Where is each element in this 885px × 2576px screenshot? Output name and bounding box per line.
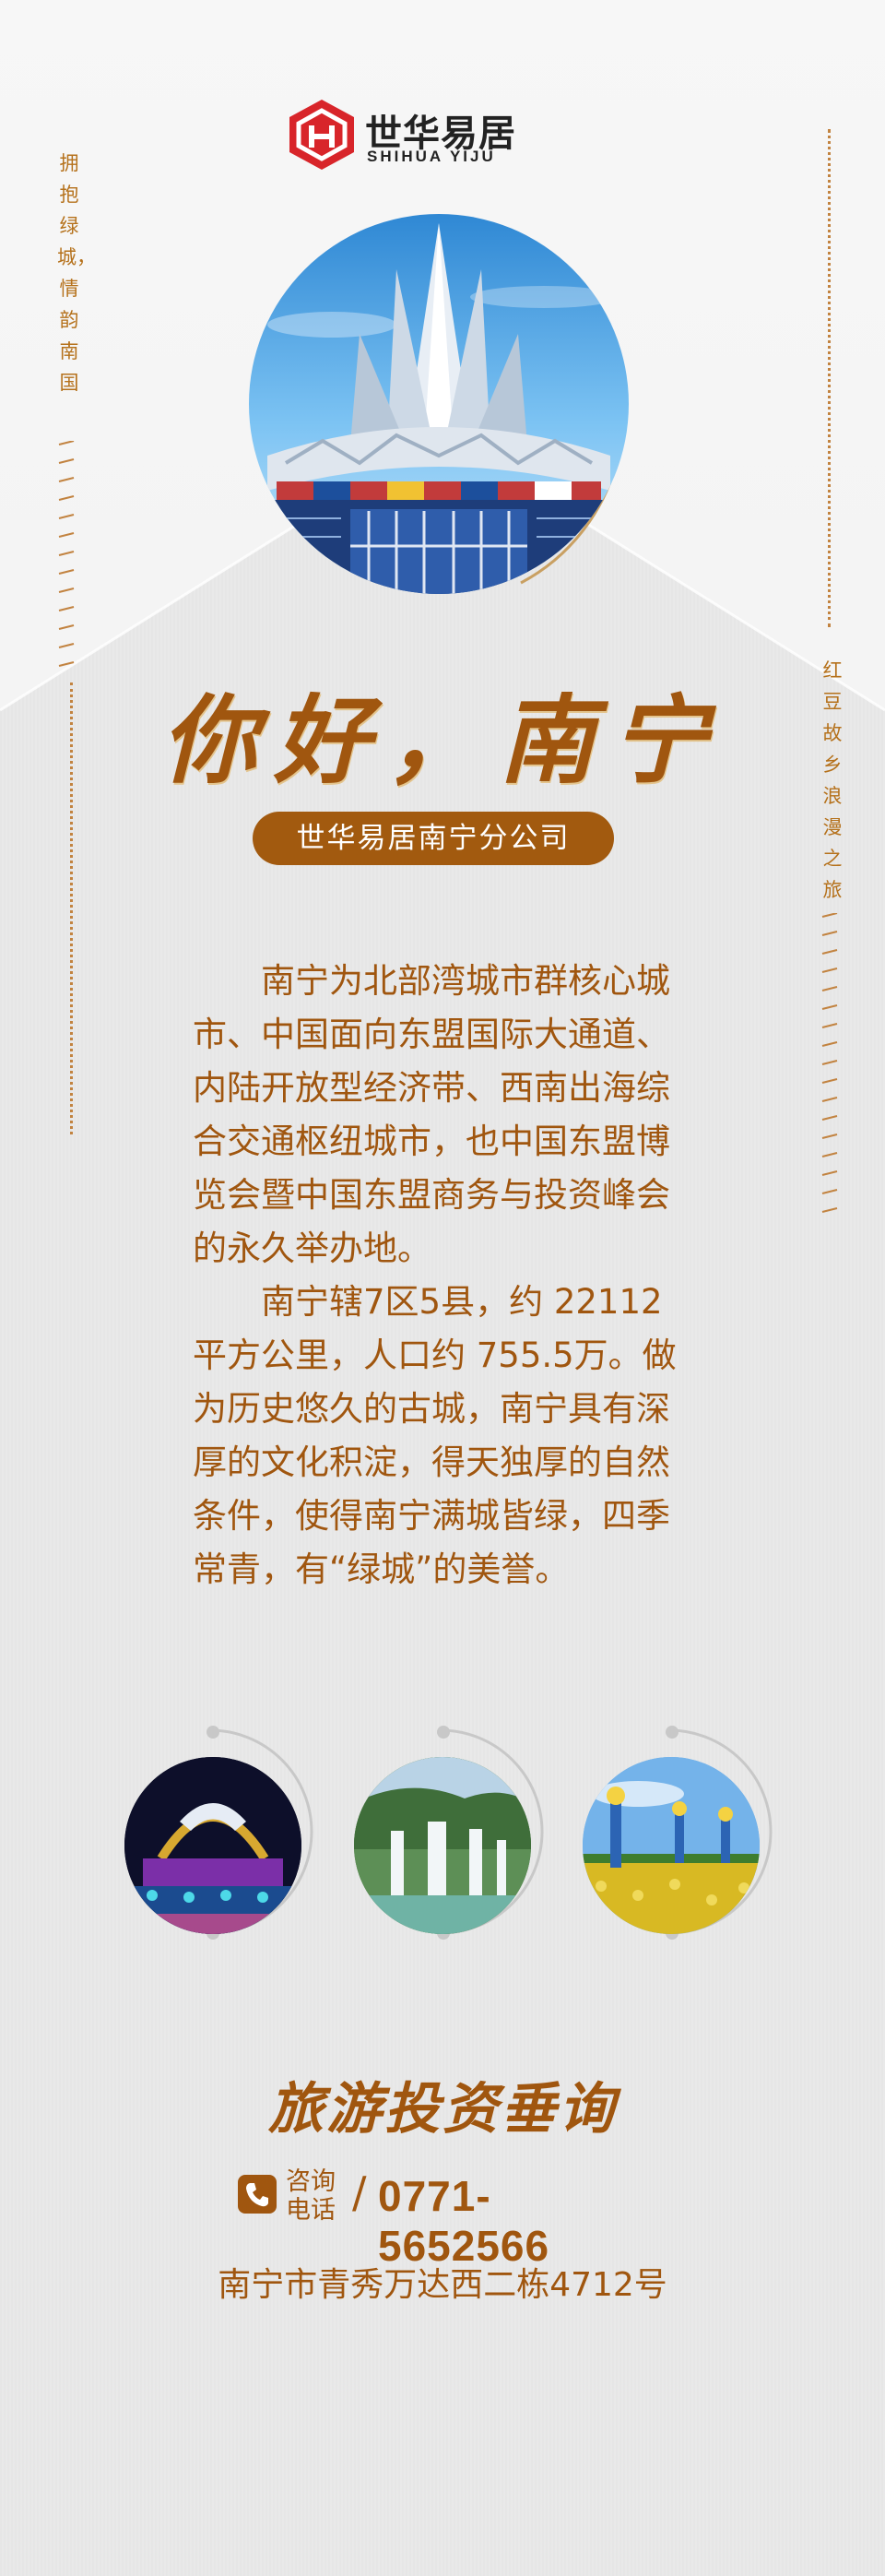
- side-dash-right: [821, 913, 838, 1213]
- convention-center-illustration: [258, 223, 620, 594]
- phone-label: 咨询电话: [286, 2167, 336, 2225]
- flower-field-illustration: [583, 1757, 760, 1934]
- intro-paragraph-1: 南宁为北部湾城市群核心城市、中国面向东盟国际大通道、内陆开放型经济带、西南出海综…: [193, 961, 670, 1268]
- subtitle-text: 世华易居南宁分公司: [296, 822, 571, 855]
- side-text-right: 红豆故乡浪漫之旅: [822, 659, 843, 901]
- intro-paragraph-2: 南宁辖7区5县，约 22112 平方公里，人口约 755.5万。做为历史悠久的古…: [193, 1282, 677, 1589]
- contact-phone[interactable]: 咨询电话 / 0771-5652566: [238, 2167, 662, 2270]
- gallery-image-1: [124, 1757, 301, 1934]
- hero-image: [249, 214, 629, 594]
- logo-mark-icon: [289, 100, 354, 170]
- address-text: 南宁市青秀万达西二栋4712号: [218, 2266, 667, 2304]
- side-text-left: 拥抱绿城，情韵南国: [57, 152, 96, 394]
- cta-heading: 旅游投资垂询: [268, 2077, 617, 2142]
- brand-name-cn: 世华易居: [365, 113, 516, 155]
- waterfall-illustration: [354, 1757, 531, 1934]
- night-landmark-illustration: [124, 1757, 301, 1934]
- gallery-image-3: [583, 1757, 760, 1934]
- brand-logo: 世华易居 SHIHUA YIJU: [288, 98, 555, 172]
- phone-number[interactable]: 0771-5652566: [378, 2172, 550, 2270]
- phone-separator: /: [352, 2167, 367, 2217]
- phone-icon: [238, 2175, 277, 2214]
- subtitle-badge: [253, 812, 614, 865]
- brand-name-en: SHIHUA YIJU: [367, 148, 496, 165]
- side-dots-right: [828, 129, 833, 627]
- page-title: 你好，南宁: [160, 683, 724, 797]
- intro-text: 南宁为北部湾城市群核心城市、中国面向东盟国际大通道、内陆开放型经济带、西南出海综…: [193, 955, 698, 1597]
- side-dots-left: [70, 683, 76, 1134]
- gallery-image-2: [354, 1757, 531, 1934]
- side-dash-left: [58, 441, 75, 667]
